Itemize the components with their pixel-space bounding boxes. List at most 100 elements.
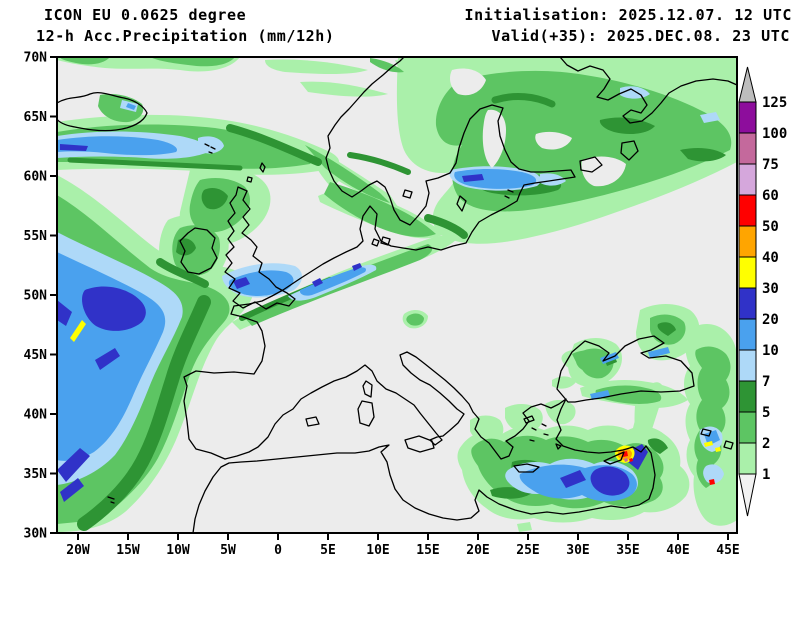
precip-region [590, 466, 630, 496]
model-title: ICON EU 0.0625 degree [44, 6, 247, 24]
precip-region [454, 169, 537, 189]
coast-gotland [456, 195, 467, 212]
legend-value-label: 10 [762, 343, 779, 359]
precip-region [462, 174, 484, 182]
precip-region [226, 124, 322, 166]
lon-tick-label: 25E [516, 543, 539, 558]
legend-value-label: 60 [762, 188, 779, 204]
lake-ladoga [579, 156, 603, 173]
coast-funen [371, 238, 380, 247]
coast-faroes [204, 143, 216, 154]
precip-region [704, 441, 713, 447]
legend-swatch [738, 287, 757, 320]
precip-region [70, 320, 86, 342]
lat-tick-label: 70N [24, 51, 48, 66]
precip-region [201, 188, 228, 210]
product-title: 12-h Acc.Precipitation (mm/12h) [36, 27, 335, 45]
lon-tick-label: 10E [366, 543, 389, 558]
precip-region [126, 103, 136, 110]
legend-value-label: 7 [762, 374, 770, 390]
coast-rhodes [555, 443, 562, 450]
precip-region [95, 348, 120, 370]
lake-van [700, 428, 712, 437]
coast-mediterranean [192, 351, 656, 533]
precip-region [60, 144, 88, 151]
lon-tick-label: 20W [66, 543, 90, 558]
precip-region [57, 136, 178, 156]
precip-region [324, 182, 436, 237]
legend-value-label: 20 [762, 312, 779, 328]
legend-value-label: 1 [762, 467, 770, 483]
lon-tick-label: 0 [274, 543, 282, 558]
precip-region [60, 57, 110, 65]
lat-tick-label: 30N [24, 527, 48, 542]
precip-region [595, 385, 662, 404]
lon-tick-label: 5W [220, 543, 236, 558]
legend-swatch [738, 256, 757, 289]
coast-sicily [404, 435, 435, 453]
lon-tick-label: 15W [116, 543, 140, 558]
dry-holes [450, 68, 626, 187]
precip-region [312, 278, 323, 287]
coast-sardinia [357, 400, 375, 427]
legend-value-label: 40 [762, 250, 779, 266]
precip-region [370, 58, 404, 73]
coast-crete [513, 463, 540, 473]
precip-region [172, 225, 220, 276]
precip-region [648, 347, 670, 358]
precip-region [228, 270, 294, 296]
precip-region [67, 157, 243, 171]
lon-tick-label: 45E [716, 543, 739, 558]
precip-region [680, 147, 726, 162]
precip-region [60, 478, 84, 502]
precip-region [491, 93, 556, 108]
legend-value-label: 50 [762, 219, 779, 235]
precip-region [634, 396, 654, 444]
legend-swatch [738, 380, 757, 413]
precip-region [590, 390, 610, 400]
coast-euboea [523, 415, 535, 424]
precip-region [77, 295, 211, 531]
legend-swatch [738, 194, 757, 227]
precip-region [703, 464, 724, 484]
precip-region [709, 479, 715, 485]
legend-value-label: 100 [762, 126, 787, 142]
coast-cyprus [603, 451, 625, 465]
legend-swatch [738, 318, 757, 351]
precip-region [620, 86, 650, 99]
precip-region [347, 152, 411, 175]
coast-kola-whitesea [559, 57, 737, 124]
legend-swatch [738, 132, 757, 165]
legend-swatch [738, 349, 757, 382]
dry-region [581, 156, 626, 187]
precip-region [424, 214, 468, 239]
precip-region [539, 173, 566, 186]
lat-tick-label: 35N [24, 467, 48, 482]
lon-tick-label: 15E [416, 543, 439, 558]
legend-value-label: 5 [762, 405, 770, 421]
coast-ireland [179, 227, 218, 275]
lat-tick-label: 40N [24, 408, 48, 423]
precip-region [299, 267, 366, 296]
precip-region [265, 59, 368, 74]
precip-region [715, 447, 721, 452]
legend-value-label: 30 [762, 281, 779, 297]
precip-region [156, 258, 209, 288]
legend-swatch [738, 442, 757, 475]
coast-estonian-islands [504, 189, 514, 199]
legend-value-label: 2 [762, 436, 770, 452]
coast-mallorca [305, 416, 320, 427]
dry-region [450, 68, 486, 96]
lake-onega [620, 140, 639, 161]
coast-corsica [362, 380, 373, 398]
precip-region [82, 286, 146, 331]
precip-region [517, 522, 532, 532]
legend-underflow-arrow [738, 473, 757, 517]
precip-region [700, 112, 720, 123]
precip-region [580, 348, 614, 379]
lon-tick-label: 35E [616, 543, 639, 558]
legend-swatch [738, 225, 757, 258]
precip-region [352, 263, 362, 271]
dry-region [535, 131, 572, 150]
